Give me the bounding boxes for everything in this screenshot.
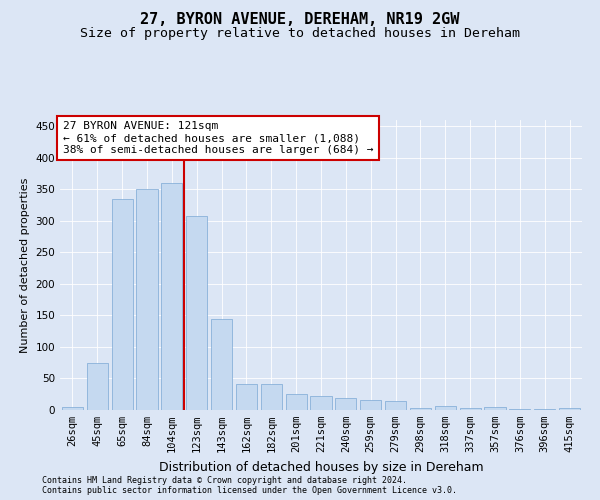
Bar — [385, 401, 406, 410]
Text: 27 BYRON AVENUE: 121sqm
← 61% of detached houses are smaller (1,088)
38% of semi: 27 BYRON AVENUE: 121sqm ← 61% of detache… — [62, 122, 373, 154]
Bar — [360, 400, 381, 410]
Text: Size of property relative to detached houses in Dereham: Size of property relative to detached ho… — [80, 28, 520, 40]
Bar — [112, 199, 133, 410]
Bar — [460, 408, 481, 410]
Bar — [410, 408, 431, 410]
Y-axis label: Number of detached properties: Number of detached properties — [20, 178, 30, 352]
Bar — [161, 183, 182, 410]
Bar — [261, 384, 282, 410]
Bar — [186, 216, 207, 410]
Bar — [62, 407, 83, 410]
Bar — [559, 408, 580, 410]
Bar — [286, 394, 307, 410]
Text: Contains public sector information licensed under the Open Government Licence v3: Contains public sector information licen… — [42, 486, 457, 495]
Bar — [484, 408, 506, 410]
Bar — [211, 318, 232, 410]
Bar — [335, 398, 356, 410]
Bar — [87, 362, 108, 410]
Text: Contains HM Land Registry data © Crown copyright and database right 2024.: Contains HM Land Registry data © Crown c… — [42, 476, 407, 485]
Bar — [136, 190, 158, 410]
Bar — [435, 406, 456, 410]
Bar — [236, 384, 257, 410]
Bar — [310, 396, 332, 410]
X-axis label: Distribution of detached houses by size in Dereham: Distribution of detached houses by size … — [158, 460, 484, 473]
Text: 27, BYRON AVENUE, DEREHAM, NR19 2GW: 27, BYRON AVENUE, DEREHAM, NR19 2GW — [140, 12, 460, 28]
